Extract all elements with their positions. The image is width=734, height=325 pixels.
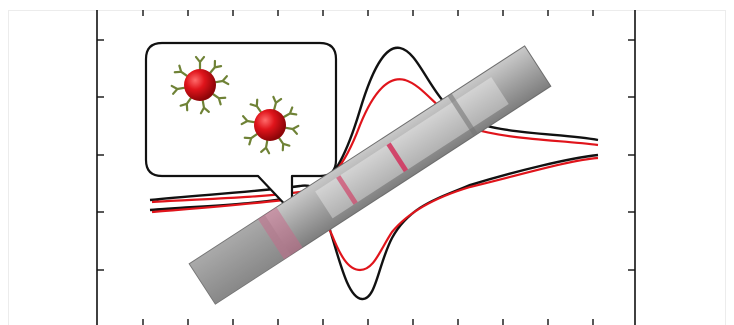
plot-frame <box>96 10 636 325</box>
lateral-flow-strip <box>188 45 552 305</box>
gold-nanoparticle-1 <box>170 55 230 115</box>
conjugate-pad <box>257 207 303 260</box>
right-axis-ticks <box>628 39 635 271</box>
gold-nanoparticle-2 <box>240 95 300 155</box>
cv-curve-red <box>151 78 599 272</box>
top-axis-ticks <box>142 10 594 16</box>
bottom-axis-ticks <box>142 319 594 325</box>
test-line <box>336 175 358 205</box>
control-line <box>386 142 409 173</box>
nanoparticle-callout <box>144 41 338 214</box>
left-axis-ticks <box>97 39 104 271</box>
